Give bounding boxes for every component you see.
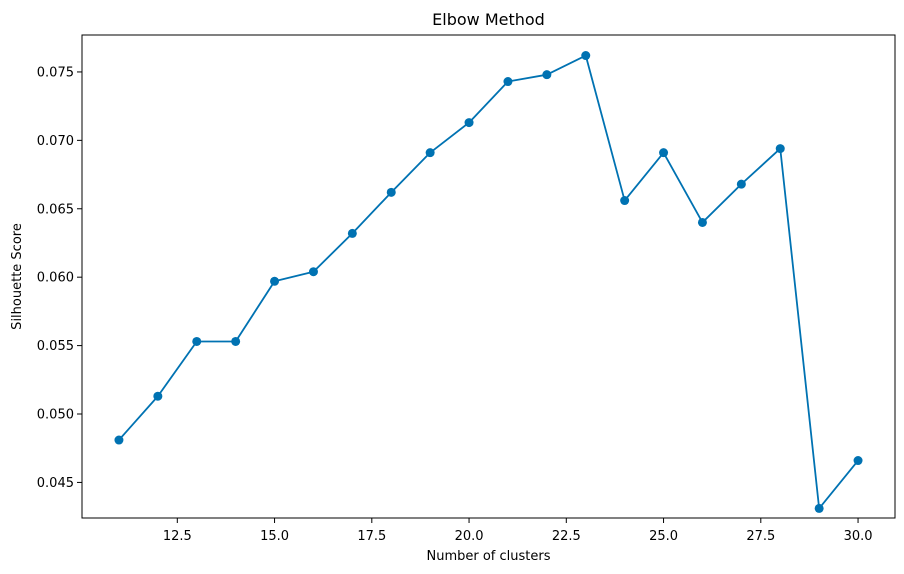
data-point: [464, 118, 474, 128]
y-axis: 0.045 0.050 0.055 0.060 0.065 0.070 0.075: [37, 65, 82, 491]
data-point: [192, 336, 202, 346]
data-point: [425, 148, 435, 158]
y-tick-label: 0.060: [37, 271, 74, 286]
x-tick-label: 15.0: [260, 529, 289, 544]
x-tick-label: 17.5: [357, 529, 386, 544]
plot-series: [114, 51, 863, 513]
data-point: [853, 456, 863, 466]
x-tick-label: 22.5: [552, 529, 581, 544]
y-tick-label: 0.055: [37, 339, 74, 354]
x-tick-label: 30.0: [844, 529, 873, 544]
data-point: [775, 144, 785, 154]
x-axis-label: Number of clusters: [426, 549, 550, 564]
data-point: [386, 187, 396, 197]
data-point: [308, 267, 318, 277]
data-point: [814, 503, 824, 513]
data-point: [114, 435, 124, 445]
y-tick-label: 0.075: [37, 65, 74, 80]
y-axis-label: Silhouette Score: [10, 223, 25, 330]
data-point: [542, 70, 552, 80]
data-point: [697, 217, 707, 227]
chart-title: Elbow Method: [432, 10, 545, 29]
data-point: [659, 148, 669, 158]
plot-frame: [81, 34, 896, 519]
x-tick-label: 12.5: [163, 529, 192, 544]
data-point: [270, 276, 280, 286]
y-tick-label: 0.070: [37, 134, 74, 149]
y-tick-label: 0.045: [37, 476, 74, 491]
series-line: [118, 54, 859, 510]
x-axis: 12.5 15.0 17.5 20.0 22.5 25.0 27.5 30.0: [163, 518, 873, 544]
data-point: [581, 51, 591, 61]
y-tick-label: 0.050: [37, 408, 74, 423]
data-point: [503, 77, 513, 87]
data-point: [231, 336, 241, 346]
data-point: [347, 228, 357, 238]
data-point: [153, 391, 163, 401]
data-point: [620, 196, 630, 206]
x-tick-label: 20.0: [455, 529, 484, 544]
x-tick-label: 25.0: [649, 529, 678, 544]
y-tick-label: 0.065: [37, 202, 74, 217]
x-tick-label: 27.5: [746, 529, 775, 544]
data-point: [736, 179, 746, 189]
